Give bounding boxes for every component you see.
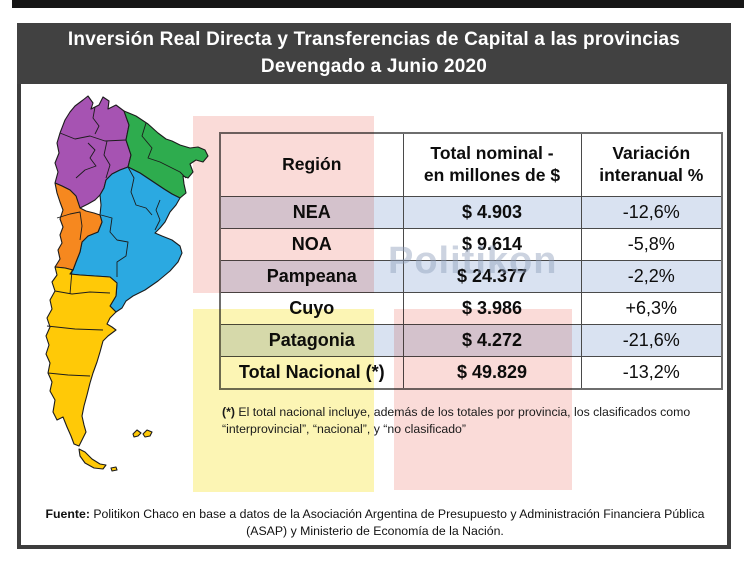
cropped-banner-strip: [12, 0, 744, 8]
region-cell: NOA: [219, 228, 404, 261]
total-cell: $ 4.272: [402, 324, 582, 357]
table-row-pampeana: Pampeana $ 24.377 -2,2%: [219, 260, 723, 293]
region-cell: Cuyo: [219, 292, 404, 325]
total-cell: $ 49.829: [402, 356, 582, 390]
table-row-total-nacional: Total Nacional (*) $ 49.829 -13,2%: [219, 356, 723, 390]
footer-source-label: Fuente:: [45, 507, 90, 521]
title-bar: Inversión Real Directa y Transferencias …: [17, 23, 731, 84]
variation-cell: -12,6%: [580, 196, 723, 229]
table-row-patagonia: Patagonia $ 4.272 -21,6%: [219, 324, 723, 357]
variation-cell: -21,6%: [580, 324, 723, 357]
total-cell: $ 9.614: [402, 228, 582, 261]
total-cell: $ 24.377: [402, 260, 582, 293]
region-cell: Total Nacional (*): [219, 356, 404, 390]
header-region-label: Región: [282, 154, 342, 175]
total-cell: $ 3.986: [402, 292, 582, 325]
header-cell-total: Total nominal - en millones de $: [402, 132, 582, 197]
header-total-line2: en millones de $: [423, 165, 561, 185]
header-total-line1: Total nominal -: [430, 143, 554, 164]
header-cell-region: Región: [219, 132, 404, 197]
table-row-nea: NEA $ 4.903 -12,6%: [219, 196, 723, 229]
variation-cell: -13,2%: [580, 356, 723, 390]
footnote-marker: (*): [222, 405, 235, 419]
header-variation-line1: Variación: [612, 143, 691, 164]
footer-source: Fuente: Politikon Chaco en base a datos …: [35, 506, 715, 539]
variation-cell: -2,2%: [580, 260, 723, 293]
table-row-noa: NOA $ 9.614 -5,8%: [219, 228, 723, 261]
total-cell: $ 4.903: [402, 196, 582, 229]
footnote: (*) El total nacional incluye, además de…: [222, 404, 708, 438]
header-cell-variation: Variación interanual %: [580, 132, 723, 197]
title-line-1: Inversión Real Directa y Transferencias …: [67, 28, 681, 50]
regional-data-table: Región Total nominal - en millones de $ …: [219, 132, 723, 390]
variation-cell: -5,8%: [580, 228, 723, 261]
title-line-2: Devengado a Junio 2020: [260, 55, 488, 77]
header-variation-line2: interanual %: [599, 165, 704, 185]
variation-cell: +6,3%: [580, 292, 723, 325]
footnote-text: El total nacional incluye, además de los…: [222, 405, 691, 436]
region-cell: Pampeana: [219, 260, 404, 293]
region-cell: NEA: [219, 196, 404, 229]
footer-source-text: Politikon Chaco en base a datos de la As…: [89, 507, 705, 538]
table-row-cuyo: Cuyo $ 3.986 +6,3%: [219, 292, 723, 325]
table-header-row: Región Total nominal - en millones de $ …: [219, 132, 723, 197]
region-cell: Patagonia: [219, 324, 404, 357]
